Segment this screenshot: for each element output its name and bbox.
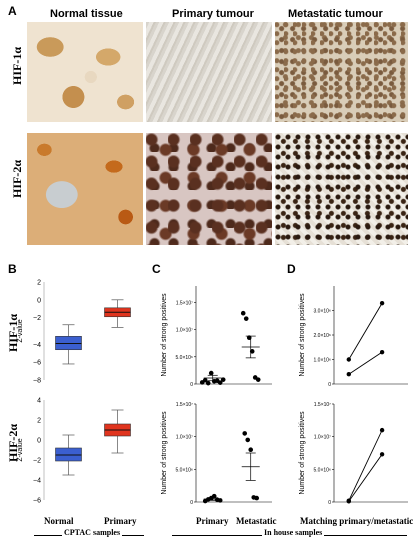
panel-a-label: A bbox=[8, 4, 17, 18]
micrograph-metastatic-hif2a bbox=[275, 133, 408, 245]
y-tick-label-4-0: 3.0×10⁶ bbox=[314, 309, 332, 315]
y-tick-label-1-5: −6 bbox=[33, 498, 41, 505]
y-tick-label-1-3: −2 bbox=[33, 458, 41, 465]
y-tick-label-0-4: −6 bbox=[33, 360, 41, 367]
panel-d-label: D bbox=[287, 262, 296, 276]
pair-point-b-4-1 bbox=[379, 349, 385, 355]
y-tick-label-3-1: 1.0×10⁷ bbox=[176, 435, 193, 441]
y-axis-label-5: Number of strong positives bbox=[299, 411, 306, 495]
b-category-primary: Primary bbox=[104, 516, 137, 526]
point-3-1-0 bbox=[242, 431, 248, 436]
c-category-metastatic: Metastatic bbox=[236, 516, 277, 526]
pair-line-4-1 bbox=[348, 351, 383, 375]
col-title-metastatic: Metastatic tumour bbox=[288, 8, 383, 20]
point-2-1-0 bbox=[240, 310, 246, 316]
pair-point-b-5-0 bbox=[379, 427, 385, 433]
point-2-0-6 bbox=[217, 380, 223, 385]
y-axis-label-0: Z-value bbox=[17, 319, 24, 342]
point-2-0-1 bbox=[202, 377, 208, 383]
pair-point-b-5-1 bbox=[379, 452, 385, 457]
point-3-0-3 bbox=[211, 493, 217, 499]
y-axis-label-3: Number of strong positives bbox=[161, 411, 168, 495]
y-tick-label-2-3: 0 bbox=[190, 382, 193, 388]
y-tick-label-1-4: −4 bbox=[33, 478, 41, 485]
y-tick-label-0-0: 2 bbox=[37, 280, 41, 287]
c-category-primary: Primary bbox=[196, 516, 229, 526]
y-tick-label-1-1: 2 bbox=[37, 418, 41, 425]
pair-line-5-0 bbox=[348, 429, 383, 501]
pair-point-a-4-0 bbox=[346, 357, 351, 362]
y-tick-label-3-0: 1.5×10⁷ bbox=[176, 402, 193, 408]
point-3-1-1 bbox=[245, 437, 251, 443]
y-tick-label-2-0: 1.5×10⁷ bbox=[176, 300, 193, 306]
y-tick-label-2-2: 5.0×10⁶ bbox=[176, 355, 194, 361]
y-tick-label-3-2: 5.0×10⁶ bbox=[176, 467, 194, 473]
point-2-1-5 bbox=[255, 377, 261, 382]
y-tick-label-1-0: 4 bbox=[37, 398, 41, 405]
point-2-1-3 bbox=[249, 349, 255, 354]
micrograph-primary-hif2a bbox=[146, 133, 272, 245]
y-tick-label-0-3: −4 bbox=[33, 342, 41, 349]
micrograph-metastatic-hif1a bbox=[275, 22, 408, 122]
y-tick-label-2-1: 1.0×10⁷ bbox=[176, 328, 193, 334]
b-group-label: CPTAC samples bbox=[62, 528, 123, 537]
y-axis-label-1: Z-value bbox=[17, 438, 24, 461]
pair-point-b-4-0 bbox=[379, 300, 385, 306]
point-3-1-4 bbox=[254, 495, 260, 501]
point-2-0-2 bbox=[205, 380, 211, 386]
b-category-normal: Normal bbox=[44, 516, 74, 526]
point-2-0-3 bbox=[208, 370, 214, 376]
point-3-1-2 bbox=[248, 447, 254, 453]
y-tick-label-4-3: 0 bbox=[328, 382, 331, 388]
micrograph-normal-hif2a bbox=[27, 133, 143, 245]
point-2-0-7 bbox=[220, 377, 226, 382]
micrograph-primary-hif1a bbox=[146, 22, 272, 122]
y-tick-label-0-5: −8 bbox=[33, 378, 41, 385]
col-title-primary: Primary tumour bbox=[172, 8, 254, 20]
col-title-normal: Normal tissue bbox=[50, 8, 123, 20]
cd-group-label: In house samples bbox=[262, 528, 325, 537]
y-tick-label-5-3: 0 bbox=[328, 500, 331, 506]
y-axis-label-2: Number of strong positives bbox=[161, 293, 168, 377]
y-axis-label-4: Number of strong positives bbox=[299, 293, 306, 377]
micrograph-normal-hif1a bbox=[27, 22, 143, 122]
pair-point-a-4-1 bbox=[346, 372, 351, 377]
pair-line-5-1 bbox=[348, 454, 383, 502]
y-tick-label-5-2: 5.0×10⁶ bbox=[314, 467, 332, 473]
y-tick-label-3-3: 0 bbox=[190, 500, 193, 506]
panel-b-label: B bbox=[8, 262, 17, 276]
point-2-1-1 bbox=[243, 316, 249, 321]
y-tick-label-1-2: 0 bbox=[37, 438, 41, 445]
pair-line-4-0 bbox=[348, 302, 383, 360]
d-category: Matching primary/metastatic bbox=[300, 516, 414, 526]
y-tick-label-5-0: 1.5×10⁷ bbox=[314, 402, 331, 408]
pair-point-a-5-1 bbox=[346, 499, 351, 504]
y-tick-label-4-2: 1.0×10⁶ bbox=[314, 358, 332, 364]
y-tick-label-4-1: 2.0×10⁶ bbox=[314, 333, 332, 339]
y-tick-label-5-1: 1.0×10⁷ bbox=[314, 435, 331, 441]
y-tick-label-0-2: −2 bbox=[33, 315, 41, 322]
panel-c-label: C bbox=[152, 262, 161, 276]
y-tick-label-0-1: 0 bbox=[37, 297, 41, 304]
